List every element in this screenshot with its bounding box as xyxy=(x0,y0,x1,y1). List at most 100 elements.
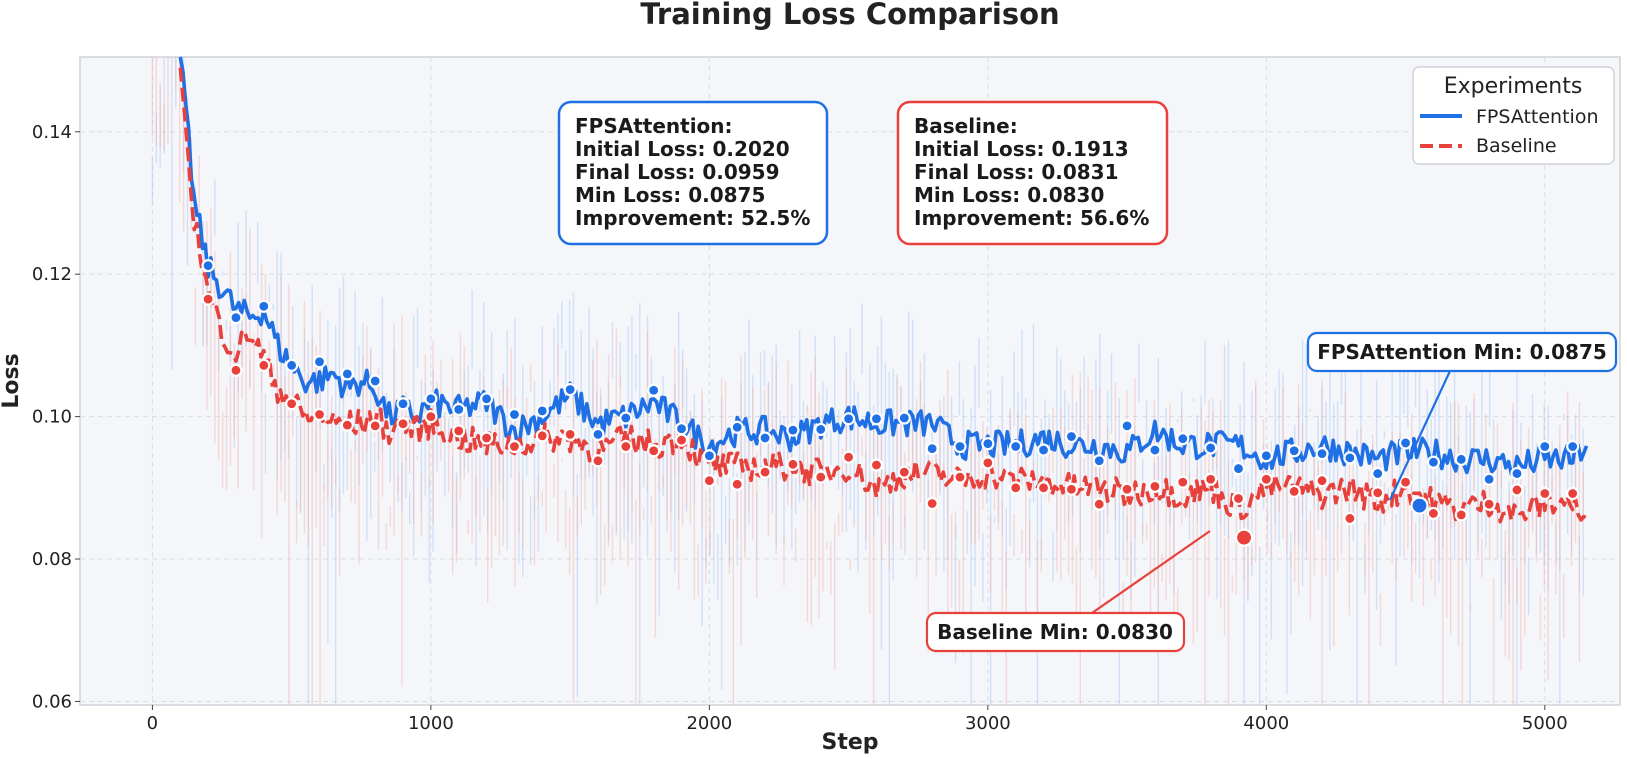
fpsattention-marker xyxy=(1204,441,1218,455)
baseline-marker xyxy=(535,429,549,443)
baseline-marker xyxy=(842,450,856,464)
fpsattention-marker xyxy=(396,397,410,411)
fpsattention-marker xyxy=(897,411,911,425)
baseline-marker xyxy=(312,407,327,422)
fpsattention-marker xyxy=(535,404,549,418)
fpsattention-marker xyxy=(1482,472,1496,486)
baseline-min-label-frame xyxy=(925,611,1186,653)
fpsattention-marker xyxy=(869,412,884,426)
stat-fps-final: Final Loss: 0.0959 xyxy=(575,160,780,184)
fpsattention-marker xyxy=(786,423,800,437)
fpsattention-marker xyxy=(1064,429,1078,444)
fpsattention-min-point xyxy=(1410,496,1429,515)
fps-min-arrow xyxy=(1389,370,1451,501)
fpsattention-marker xyxy=(925,442,939,456)
fpsattention-marker xyxy=(340,367,354,381)
baseline-marker xyxy=(591,454,605,468)
baseline-marker xyxy=(1064,482,1078,496)
baseline-marker xyxy=(1371,486,1385,500)
x-axis-label: Step xyxy=(821,730,878,755)
baseline-marker xyxy=(1426,506,1441,521)
y-tick-label: 0.14 xyxy=(32,122,72,143)
fpsattention-marker xyxy=(1538,439,1552,454)
baseline-marker xyxy=(452,424,466,438)
grid-lines xyxy=(80,57,1620,705)
baseline-marker xyxy=(981,456,995,470)
x-axis-ticks: 0 1000 2000 3000 4000 5000 xyxy=(147,705,1568,734)
x-tick-label: 2000 xyxy=(686,713,732,734)
baseline-marker xyxy=(953,470,967,484)
fpsattention-marker xyxy=(647,383,661,397)
y-tick-label: 0.10 xyxy=(32,407,72,428)
baseline-marker xyxy=(396,417,410,431)
stat-base-min: Min Loss: 0.0830 xyxy=(914,183,1104,207)
stat-fps-min: Min Loss: 0.0875 xyxy=(575,183,765,207)
x-tick-label: 1000 xyxy=(408,713,454,734)
fpsattention-marker xyxy=(1009,439,1023,454)
stat-box-baseline: Baseline: Initial Loss: 0.1913 Final Los… xyxy=(896,100,1169,246)
baseline-marker xyxy=(1315,474,1329,488)
fpsattention-marker xyxy=(1120,419,1134,433)
baseline-marker xyxy=(730,477,744,491)
x-tick-label: 4000 xyxy=(1243,713,1289,734)
min-points xyxy=(1234,496,1429,547)
baseline-marker xyxy=(1009,481,1023,495)
baseline-marker xyxy=(814,470,828,484)
fps-min-label-frame xyxy=(1306,331,1618,373)
stat-box-fpsattention-frame xyxy=(557,100,829,246)
fpsattention-marker xyxy=(1176,432,1190,446)
y-axis-ticks: 0.06 0.08 0.10 0.12 0.14 xyxy=(32,122,80,712)
baseline-marker xyxy=(479,431,494,445)
stat-fps-title: FPSAttention: xyxy=(575,114,733,138)
fpsattention-marker xyxy=(1398,436,1413,450)
baseline-marker xyxy=(368,419,382,433)
legend-title: Experiments xyxy=(1444,74,1583,99)
stat-box-fpsattention: FPSAttention: Initial Loss: 0.2020 Final… xyxy=(557,100,829,246)
annotation-baseline-min: Baseline Min: 0.0830 xyxy=(925,530,1211,653)
baseline-marker xyxy=(1120,482,1134,496)
fpsattention-marker xyxy=(479,392,494,406)
fpsattention-marker xyxy=(981,437,995,451)
baseline-marker xyxy=(340,418,354,432)
fpsattention-marker xyxy=(814,422,828,437)
x-tick-label: 0 xyxy=(147,713,158,734)
annotation-fpsattention-min: FPSAttention Min: 0.0875 xyxy=(1306,331,1618,501)
fpsattention-marker xyxy=(591,427,605,442)
stat-base-improvement: Improvement: 56.6% xyxy=(914,206,1149,230)
fpsattention-marker xyxy=(1231,461,1246,476)
fpsattention-marker xyxy=(1566,439,1580,454)
baseline-marker xyxy=(1092,497,1106,511)
baseline-min-point xyxy=(1234,528,1254,547)
fpsattention-marker xyxy=(1454,452,1468,466)
chart-title: Training Loss Comparison xyxy=(640,0,1059,31)
stat-base-final: Final Loss: 0.0831 xyxy=(914,160,1119,184)
baseline-marker xyxy=(257,358,271,372)
fpsattention-marker xyxy=(1426,455,1441,469)
baseline-marker xyxy=(674,433,689,447)
baseline-marker xyxy=(925,496,939,511)
fpsattention-marker xyxy=(452,402,466,417)
fpsattention-marker xyxy=(229,311,243,325)
fpsattention-marker xyxy=(619,411,633,425)
fpsattention-marker xyxy=(702,449,716,463)
baseline-marker xyxy=(1259,472,1273,486)
stat-fps-initial: Initial Loss: 0.2020 xyxy=(575,137,790,161)
baseline-min-label: Baseline Min: 0.0830 xyxy=(937,620,1173,644)
baseline-marker xyxy=(1510,483,1524,497)
fpsattention-marker xyxy=(1148,443,1162,457)
baseline-marker xyxy=(1398,475,1413,489)
fps-min-label: FPSAttention Min: 0.0875 xyxy=(1317,340,1607,364)
fpsattention-marker xyxy=(1259,449,1273,463)
baseline-marker xyxy=(758,465,772,479)
fpsattention-marker xyxy=(563,382,577,397)
baseline-marker xyxy=(1036,481,1051,495)
baseline-marker xyxy=(1482,497,1496,511)
baseline-marker xyxy=(702,474,716,488)
baseline-marker xyxy=(869,458,884,472)
fpsattention-marker xyxy=(312,355,327,369)
baseline-marker xyxy=(1454,508,1468,522)
legend-label-fpsattention: FPSAttention xyxy=(1476,106,1599,128)
stat-box-baseline-frame xyxy=(896,100,1169,246)
series-markers xyxy=(201,259,1580,526)
